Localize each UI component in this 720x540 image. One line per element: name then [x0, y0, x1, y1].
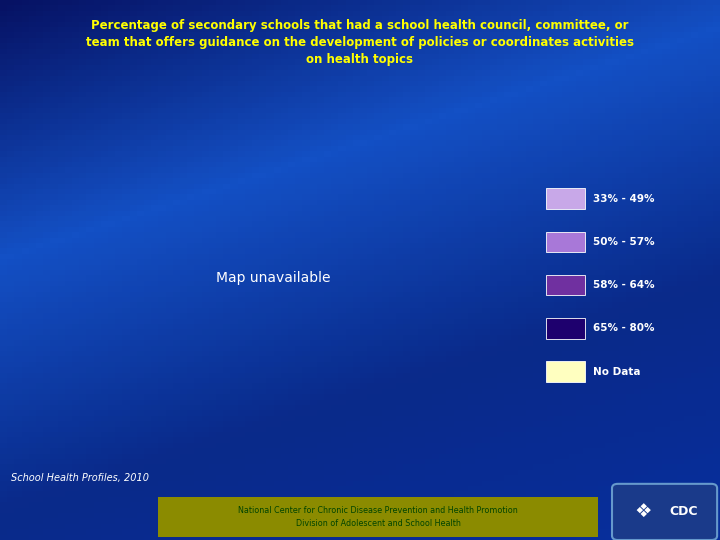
Text: Percentage of secondary schools that had a school health council, committee, or
: Percentage of secondary schools that had… [86, 19, 634, 66]
Text: National Center for Chronic Disease Prevention and Health Promotion: National Center for Chronic Disease Prev… [238, 507, 518, 515]
Bar [158, 497, 598, 537]
Text: Map unavailable: Map unavailable [216, 271, 331, 285]
Bar [546, 275, 585, 295]
Bar [546, 318, 585, 339]
FancyBboxPatch shape [612, 484, 717, 540]
Text: 58% - 64%: 58% - 64% [593, 280, 654, 290]
Text: No Data: No Data [593, 367, 640, 376]
Text: ❖: ❖ [634, 502, 652, 522]
Text: 33% - 49%: 33% - 49% [593, 194, 654, 204]
Text: 65% - 80%: 65% - 80% [593, 323, 654, 333]
Bar [546, 361, 585, 382]
Text: 50% - 57%: 50% - 57% [593, 237, 654, 247]
Text: School Health Profiles, 2010: School Health Profiles, 2010 [11, 473, 149, 483]
Text: Division of Adolescent and School Health: Division of Adolescent and School Health [296, 519, 460, 528]
Text: CDC: CDC [670, 505, 698, 518]
Bar [546, 188, 585, 209]
Bar [546, 232, 585, 252]
